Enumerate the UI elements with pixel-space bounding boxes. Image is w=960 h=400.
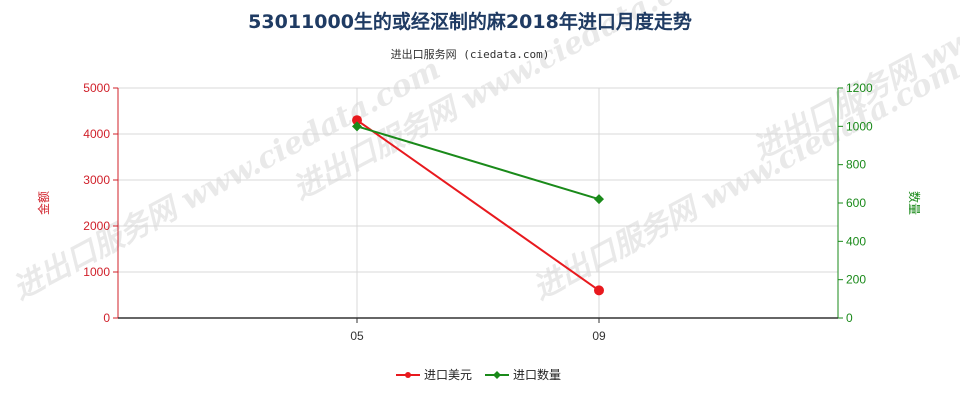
series-1-point[interactable]	[352, 121, 362, 132]
series-0-point[interactable]	[352, 115, 362, 126]
right-tick-label: 0	[846, 311, 853, 325]
right-tick-label: 1000	[846, 119, 873, 133]
right-tick-label: 400	[846, 234, 866, 248]
legend[interactable]: 进口美元 进口数量	[396, 367, 561, 382]
series-0-point[interactable]	[594, 285, 604, 296]
right-tick-label: 200	[846, 273, 866, 287]
left-tick-label: 3000	[83, 173, 110, 187]
legend-label-series-1: 进口数量	[513, 367, 561, 382]
tick-labels: 0 1000 2000 3000 4000 5000 0 200 400 600 800 1000 12…	[83, 81, 873, 343]
series-layer	[352, 115, 604, 296]
right-tick-label: 600	[846, 196, 866, 210]
right-tick-label: 1200	[846, 81, 873, 95]
left-tick-label: 4000	[83, 127, 110, 141]
left-tick-label: 1000	[83, 265, 110, 279]
right-axis-label: 数量	[907, 191, 922, 215]
axes	[113, 87, 843, 323]
left-axis-label: 金额	[36, 191, 51, 215]
legend-marker-series-0	[405, 372, 411, 378]
series-0-line	[356, 119, 600, 292]
series-1-point[interactable]	[594, 194, 604, 205]
x-tick-label: 05	[350, 329, 364, 343]
right-tick-label: 800	[846, 158, 866, 172]
chart-title: 53011000生的或经沤制的麻2018年进口月度走势	[248, 10, 692, 33]
legend-label-series-0: 进口美元	[424, 368, 472, 382]
chart-subtitle: 进出口服务网 (ciedata.com)	[391, 47, 550, 61]
left-tick-label: 2000	[83, 219, 110, 233]
grid	[118, 87, 838, 318]
series-1-line	[356, 125, 600, 201]
legend-item-series-0[interactable]: 进口美元	[396, 368, 472, 382]
watermark-text: 进出口服务网 www.ciedata.com	[7, 52, 446, 307]
left-tick-label: 0	[103, 311, 110, 325]
left-tick-label: 5000	[83, 81, 110, 95]
legend-item-series-1[interactable]: 进口数量	[485, 367, 561, 382]
legend-marker-series-1	[493, 371, 501, 379]
x-tick-label: 09	[592, 329, 606, 343]
